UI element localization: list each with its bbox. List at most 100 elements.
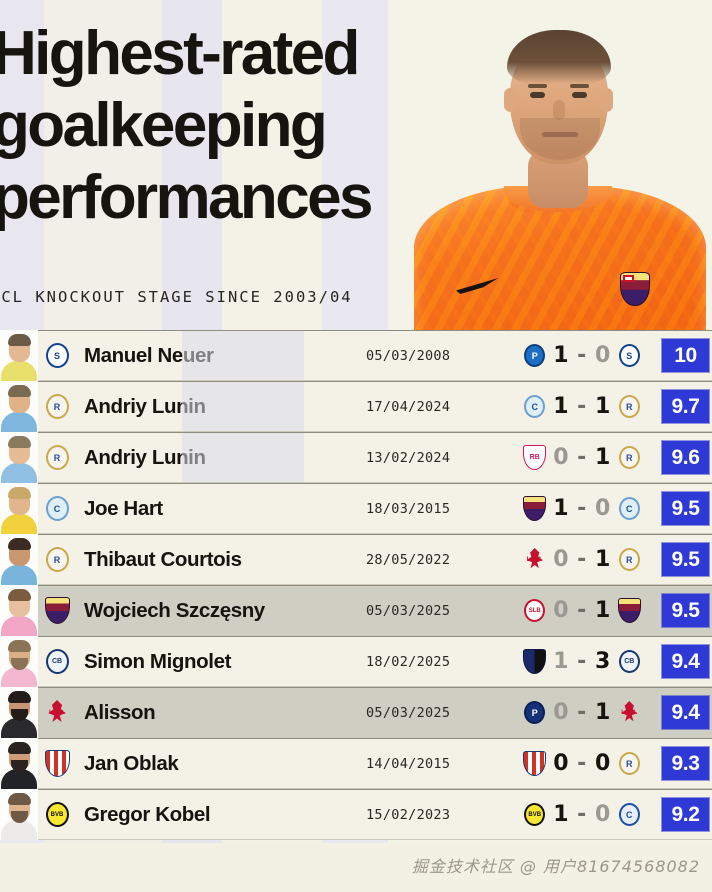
- match-date: 17/04/2024: [366, 398, 451, 415]
- dortmund-crest: BVB: [523, 802, 546, 827]
- player-avatar: [0, 585, 38, 636]
- home-score: 0: [553, 598, 570, 623]
- scoreline: 0 - 1: [553, 445, 611, 470]
- player-name: Wojciech Szczęsny: [84, 598, 265, 622]
- away-score: 1: [594, 598, 611, 623]
- match-date: 18/02/2025: [366, 653, 451, 670]
- home-score: 0: [553, 547, 570, 572]
- chelsea-crest: C: [618, 802, 641, 827]
- man-city-crest: C: [45, 495, 70, 522]
- title-line-3: performances: [0, 163, 373, 232]
- scoreline: 0 - 0: [553, 751, 611, 776]
- player-avatar: [0, 738, 38, 789]
- table-row[interactable]: L.F.C. Alisson 05/03/2025 P 0 - 1 L.F.C. 9.4: [0, 687, 712, 738]
- scoreline: 1 - 1: [553, 394, 611, 419]
- home-score: 0: [553, 700, 570, 725]
- header: Highest-rated goalkeeping performances U…: [0, 0, 712, 330]
- score-separator: -: [569, 598, 595, 623]
- real-madrid-crest: R: [618, 751, 641, 776]
- away-score: 1: [594, 547, 611, 572]
- player-name: Thibaut Courtois: [84, 547, 242, 571]
- rating-cell: 9.5: [662, 492, 712, 525]
- scoreline: 1 - 0: [553, 802, 611, 827]
- table-row[interactable]: Wojciech Szczęsny 05/03/2025 SLB 0 - 1 9.5: [0, 585, 712, 636]
- ranking-list: S Manuel Neuer 05/03/2008 P 1 - 0 S 10 R Andriy …: [0, 330, 712, 840]
- player-club-crest: R: [38, 546, 76, 573]
- scoreline: 0 - 1: [553, 547, 611, 572]
- table-row[interactable]: R Andriy Lunin 13/02/2024 RB 0 - 1 R 9.6: [0, 432, 712, 483]
- schalke-crest: S: [45, 342, 70, 369]
- benfica-crest: SLB: [523, 598, 546, 623]
- match-date: 15/02/2023: [366, 806, 451, 823]
- scoreline: 1 - 0: [553, 496, 611, 521]
- rating-cell: 9.5: [662, 543, 712, 576]
- away-score: 0: [594, 343, 611, 368]
- rating-badge: 9.5: [662, 492, 709, 525]
- table-row[interactable]: CB Simon Mignolet 18/02/2025 1 - 3 CB 9.4: [0, 636, 712, 687]
- club-brugge-crest: CB: [45, 648, 70, 675]
- table-row[interactable]: Jan Oblak 14/04/2015 0 - 0 R 9.3: [0, 738, 712, 789]
- liverpool-crest: L.F.C.: [523, 547, 546, 572]
- real-madrid-crest: R: [618, 394, 641, 419]
- player-name: Gregor Kobel: [84, 802, 211, 826]
- player-avatar: [0, 636, 38, 687]
- player-name: Andriy Lunin: [84, 445, 206, 469]
- atletico-madrid-crest: [523, 751, 547, 776]
- away-score: 1: [594, 700, 611, 725]
- rating-badge: 10: [662, 339, 709, 372]
- liverpool-crest: L.F.C.: [618, 700, 641, 725]
- away-score: 1: [594, 445, 611, 470]
- player-avatar: [0, 432, 38, 483]
- player-club-crest: S: [38, 342, 76, 369]
- club-brugge-crest: CB: [618, 649, 641, 674]
- scoreline: 0 - 1: [553, 598, 611, 623]
- match-date: 13/02/2024: [366, 449, 451, 466]
- player-name: Jan Oblak: [84, 751, 179, 775]
- barcelona-crest: [617, 598, 641, 623]
- rating-badge: 9.2: [662, 798, 709, 831]
- table-row[interactable]: R Andriy Lunin 17/04/2024 C 1 - 1 R 9.7: [0, 381, 712, 432]
- player-club-crest: CB: [38, 648, 76, 675]
- match-date: 14/04/2015: [366, 755, 451, 772]
- player-club-crest: C: [38, 495, 76, 522]
- atalanta-crest: [523, 649, 547, 674]
- player-club-crest: [38, 750, 76, 777]
- match-result: 1 - 3 CB: [502, 649, 662, 674]
- score-separator: -: [569, 343, 595, 368]
- hero-goalkeeper-photo: [392, 0, 712, 330]
- away-score: 3: [594, 649, 611, 674]
- man-city-crest: C: [618, 496, 641, 521]
- score-separator: -: [569, 649, 595, 674]
- home-score: 1: [553, 649, 570, 674]
- table-row[interactable]: S Manuel Neuer 05/03/2008 P 1 - 0 S 10: [0, 330, 712, 381]
- score-separator: -: [569, 751, 595, 776]
- rating-badge: 9.3: [662, 747, 709, 780]
- table-row[interactable]: BVB Gregor Kobel 15/02/2023 BVB 1 - 0 C 9.2: [0, 789, 712, 840]
- away-score: 0: [594, 496, 611, 521]
- porto-crest: P: [523, 343, 546, 368]
- table-row[interactable]: C Joe Hart 18/03/2015 1 - 0 C 9.5: [0, 483, 712, 534]
- home-score: 1: [553, 394, 570, 419]
- scoreline: 1 - 3: [553, 649, 611, 674]
- score-separator: -: [569, 700, 595, 725]
- player-club-crest: R: [38, 444, 76, 471]
- player-avatar: [0, 330, 38, 381]
- barcelona-crest: [620, 272, 650, 306]
- rating-cell: 9.2: [662, 798, 712, 831]
- player-avatar: [0, 483, 38, 534]
- away-score: 0: [594, 802, 611, 827]
- title-line-1: Highest-rated: [0, 19, 360, 88]
- home-score: 0: [553, 751, 570, 776]
- rating-cell: 9.5: [662, 594, 712, 627]
- rating-badge: 9.4: [662, 696, 709, 729]
- real-madrid-crest: R: [45, 546, 70, 573]
- match-result: 0 - 0 R: [502, 751, 662, 776]
- rating-cell: 9.3: [662, 747, 712, 780]
